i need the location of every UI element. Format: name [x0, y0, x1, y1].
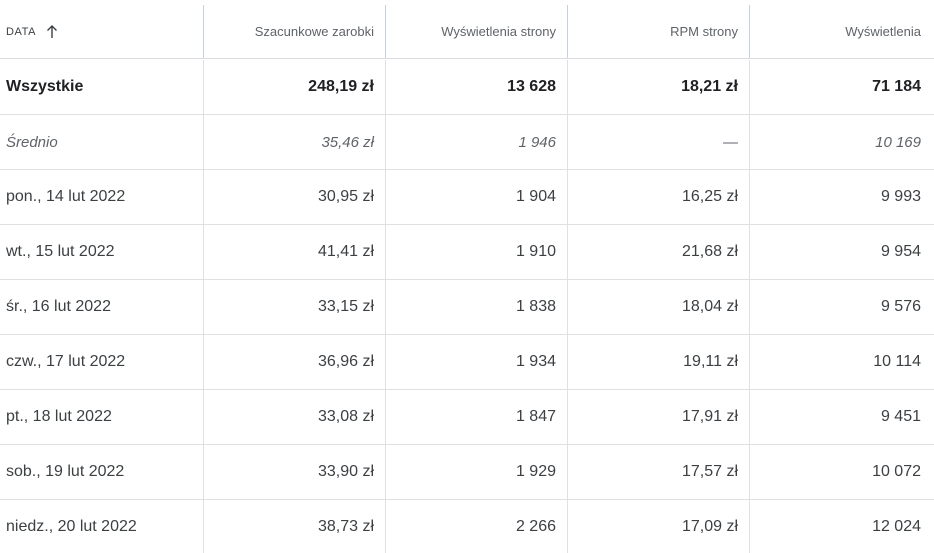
cell-page-rpm: 17,57 zł — [567, 445, 749, 499]
row-date: niedz., 20 lut 2022 — [6, 517, 137, 535]
cell-page-rpm: 19,11 zł — [567, 335, 749, 389]
column-header-date[interactable]: DATA — [0, 5, 203, 58]
table-row: śr., 16 lut 2022 33,15 zł 1 838 18,04 zł… — [0, 280, 934, 335]
cell-impressions: 9 954 — [749, 225, 934, 279]
cell-earnings: 33,08 zł — [203, 390, 385, 444]
cell-earnings: 36,96 zł — [203, 335, 385, 389]
cell-impressions: 10 114 — [749, 335, 934, 389]
column-header-date-label: DATA — [6, 25, 37, 38]
cell-impressions: 10 169 — [749, 115, 934, 169]
cell-page-rpm: 18,04 zł — [567, 280, 749, 334]
table-header: DATA Szacunkowe zarobki Wyświetlenia str… — [0, 5, 934, 59]
cell-page-rpm: 21,68 zł — [567, 225, 749, 279]
cell-page-rpm: 16,25 zł — [567, 170, 749, 224]
cell-page-views: 1 934 — [385, 335, 567, 389]
cell-earnings: 41,41 zł — [203, 225, 385, 279]
cell-earnings: 33,15 zł — [203, 280, 385, 334]
table-row-average: Średnio 35,46 zł 1 946 — 10 169 — [0, 115, 934, 170]
row-date: wt., 15 lut 2022 — [6, 243, 115, 260]
cell-page-rpm: — — [567, 115, 749, 169]
table-row-total: Wszystkie 248,19 zł 13 628 18,21 zł 71 1… — [0, 60, 934, 115]
row-date: pt., 18 lut 2022 — [6, 408, 112, 425]
table-row: pt., 18 lut 2022 33,08 zł 1 847 17,91 zł… — [0, 390, 934, 445]
table-row: niedz., 20 lut 2022 38,73 zł 2 266 17,09… — [0, 500, 934, 553]
cell-page-rpm: 17,09 zł — [567, 500, 749, 553]
cell-impressions: 12 024 — [749, 500, 934, 553]
cell-earnings: 30,95 zł — [203, 170, 385, 224]
row-date: czw., 17 lut 2022 — [6, 353, 126, 370]
row-date: pon., 14 lut 2022 — [6, 188, 126, 205]
cell-page-rpm: 17,91 zł — [567, 390, 749, 444]
column-header-estimated-earnings[interactable]: Szacunkowe zarobki — [203, 5, 385, 58]
row-label: Wszystkie — [6, 78, 84, 95]
cell-impressions: 9 451 — [749, 390, 934, 444]
cell-page-views: 1 929 — [385, 445, 567, 499]
cell-page-views: 1 847 — [385, 390, 567, 444]
cell-impressions: 9 576 — [749, 280, 934, 334]
cell-page-views: 1 910 — [385, 225, 567, 279]
row-date: sob., 19 lut 2022 — [6, 463, 125, 480]
cell-earnings: 33,90 zł — [203, 445, 385, 499]
column-header-page-views[interactable]: Wyświetlenia strony — [385, 5, 567, 58]
cell-page-rpm: 18,21 zł — [567, 60, 749, 114]
cell-earnings: 248,19 zł — [203, 60, 385, 114]
table-row: sob., 19 lut 2022 33,90 zł 1 929 17,57 z… — [0, 445, 934, 500]
cell-page-views: 1 904 — [385, 170, 567, 224]
row-date: śr., 16 lut 2022 — [6, 298, 111, 315]
cell-impressions: 71 184 — [749, 60, 934, 114]
row-label: Średnio — [6, 133, 58, 151]
cell-page-views: 2 266 — [385, 500, 567, 553]
cell-page-views: 1 838 — [385, 280, 567, 334]
cell-page-views: 1 946 — [385, 115, 567, 169]
cell-earnings: 38,73 zł — [203, 500, 385, 553]
cell-page-views: 13 628 — [385, 60, 567, 114]
table-row: czw., 17 lut 2022 36,96 zł 1 934 19,11 z… — [0, 335, 934, 390]
cell-impressions: 9 993 — [749, 170, 934, 224]
cell-earnings: 35,46 zł — [203, 115, 385, 169]
table-row: wt., 15 lut 2022 41,41 zł 1 910 21,68 zł… — [0, 225, 934, 280]
column-header-impressions[interactable]: Wyświetlenia — [749, 5, 934, 58]
arrow-up-icon[interactable] — [46, 24, 58, 39]
table-row: pon., 14 lut 2022 30,95 zł 1 904 16,25 z… — [0, 170, 934, 225]
cell-impressions: 10 072 — [749, 445, 934, 499]
column-header-page-rpm[interactable]: RPM strony — [567, 5, 749, 58]
